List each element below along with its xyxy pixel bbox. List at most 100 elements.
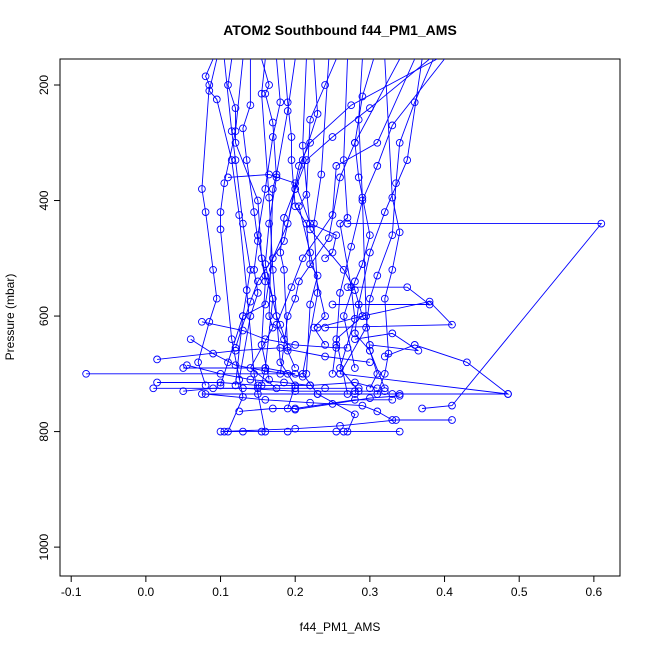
- data-point: [291, 424, 300, 433]
- series-line: [220, 59, 251, 386]
- data-point: [351, 364, 359, 372]
- data-point: [224, 81, 232, 89]
- data-point: [224, 173, 232, 182]
- y-axis: 200 400 600 800 1000: [37, 75, 60, 560]
- data-point: [250, 265, 258, 274]
- data-point: [298, 372, 307, 381]
- data-point: [205, 81, 214, 89]
- data-point: [239, 124, 247, 133]
- data-point: [272, 312, 281, 320]
- data-point: [395, 427, 404, 436]
- data-point: [209, 349, 217, 358]
- data-point: [287, 133, 296, 141]
- data-point: [306, 300, 314, 309]
- data-point: [216, 378, 225, 387]
- data-point: [268, 265, 277, 274]
- x-tick-label: 0.5: [511, 585, 528, 599]
- series-line: [339, 344, 510, 395]
- data-point: [380, 294, 389, 303]
- data-point: [276, 320, 285, 329]
- data-point: [287, 156, 296, 164]
- data-point: [261, 364, 270, 372]
- data-point: [291, 185, 300, 193]
- series-profile: [283, 59, 322, 378]
- data-point: [347, 101, 356, 110]
- data-point: [283, 369, 292, 378]
- data-point: [268, 404, 277, 413]
- data-point: [209, 265, 217, 274]
- series-line: [239, 399, 393, 412]
- data-point: [291, 341, 300, 349]
- series-profile: [201, 390, 397, 424]
- data-point: [388, 121, 397, 130]
- data-point: [366, 384, 374, 393]
- data-point: [403, 156, 412, 164]
- data-point: [306, 248, 314, 257]
- data-point: [261, 335, 270, 344]
- data-point: [265, 375, 273, 384]
- data-point: [235, 375, 244, 384]
- series-line: [339, 59, 434, 375]
- series-line: [190, 338, 303, 378]
- x-axis-label: f44_PM1_AMS: [300, 620, 381, 634]
- data-point: [313, 271, 322, 280]
- data-point: [313, 110, 322, 118]
- data-point: [239, 326, 247, 335]
- data-point: [306, 138, 314, 147]
- data-point: [306, 260, 314, 268]
- data-point: [366, 104, 374, 112]
- data-point: [153, 378, 161, 387]
- data-point: [216, 225, 225, 234]
- x-tick-label: 0.2: [287, 585, 304, 599]
- series-profile: [198, 390, 512, 398]
- data-point: [261, 271, 270, 280]
- series-profile: [82, 364, 300, 378]
- data-point: [224, 358, 232, 367]
- series-profile: [205, 59, 270, 436]
- data-point: [235, 407, 244, 416]
- series-profile: [351, 59, 423, 393]
- data-point: [448, 320, 456, 329]
- data-point: [362, 323, 370, 332]
- data-point: [261, 89, 270, 98]
- series-profile: [183, 361, 314, 390]
- data-point: [298, 254, 307, 263]
- data-point: [276, 358, 285, 367]
- data-point: [351, 410, 359, 419]
- data-point: [283, 98, 292, 107]
- data-point: [254, 196, 262, 205]
- data-point: [366, 248, 374, 257]
- data-point: [328, 211, 337, 219]
- series-line: [332, 286, 431, 305]
- series-profile: [291, 391, 404, 414]
- data-point: [280, 378, 288, 387]
- data-point: [373, 162, 382, 170]
- data-point: [291, 179, 300, 188]
- data-point: [339, 312, 348, 320]
- data-point: [254, 289, 262, 297]
- series-profile: [351, 329, 423, 355]
- data-point: [212, 95, 221, 104]
- data-point: [388, 329, 397, 338]
- data-point: [205, 317, 214, 326]
- data-point: [332, 231, 341, 240]
- data-point: [358, 260, 367, 268]
- data-point: [280, 265, 288, 274]
- data-point: [186, 335, 195, 344]
- data-point: [298, 369, 307, 378]
- data-point: [321, 384, 329, 393]
- data-point: [395, 138, 404, 147]
- series-profile: [276, 59, 401, 378]
- data-point: [395, 228, 404, 237]
- data-point: [291, 294, 300, 303]
- data-point: [306, 381, 314, 390]
- data-point: [425, 300, 434, 309]
- data-point: [336, 289, 344, 297]
- data-point: [276, 248, 285, 257]
- series-line: [183, 387, 359, 392]
- data-point: [216, 381, 225, 390]
- series-line: [186, 364, 311, 386]
- data-point: [209, 384, 217, 393]
- data-point: [183, 361, 191, 370]
- data-point: [380, 384, 389, 393]
